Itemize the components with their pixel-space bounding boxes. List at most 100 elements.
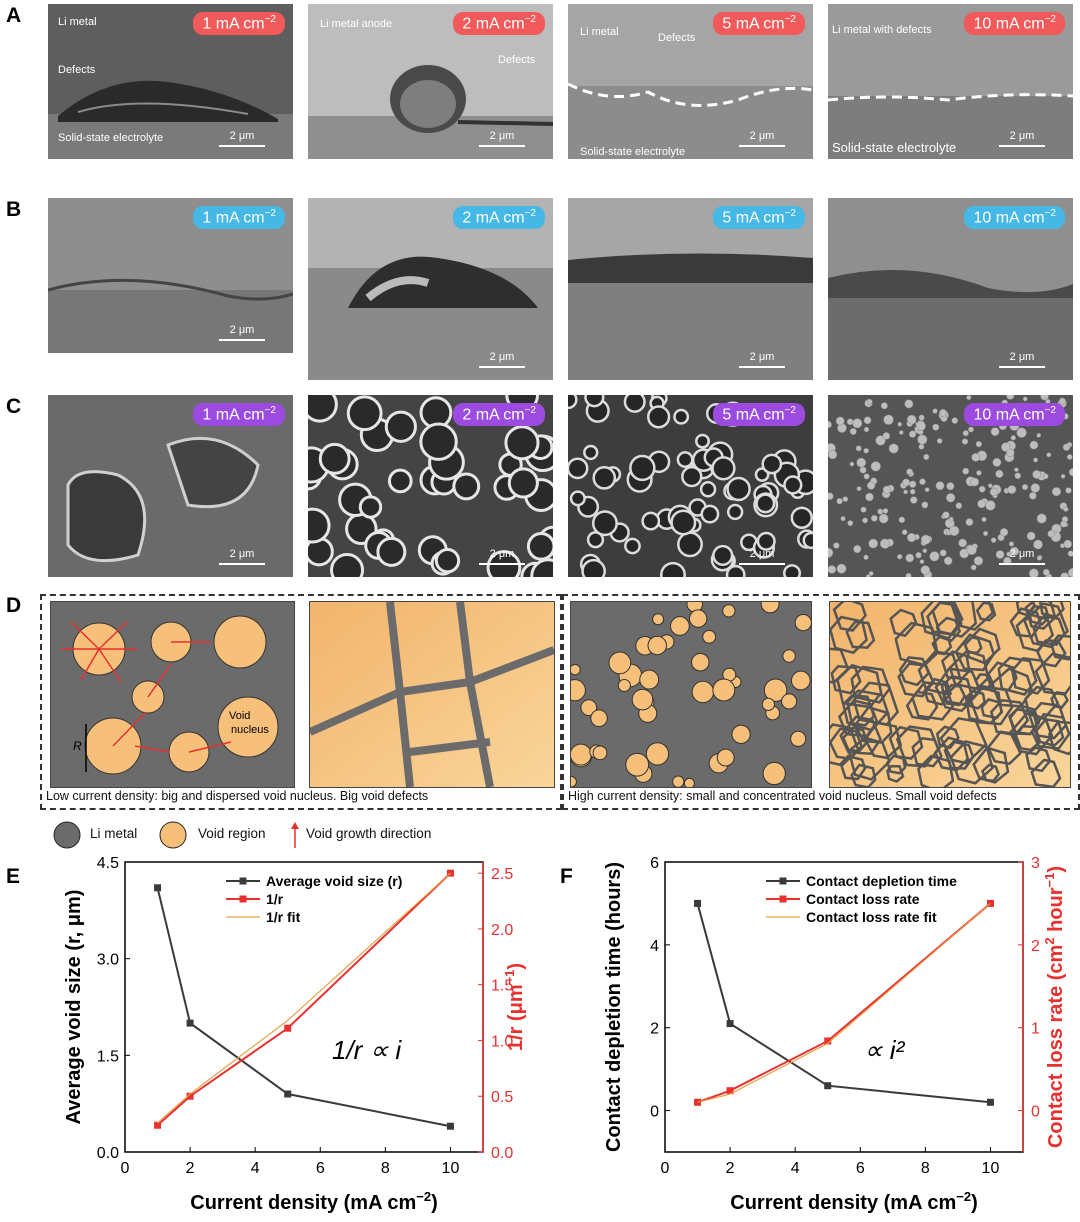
- label-electrolyte: Solid-state electrolyte: [58, 132, 164, 144]
- current-badge: 1 mA cm−2: [193, 12, 285, 36]
- f-yr-tick-label: 0: [1031, 1104, 1040, 1121]
- li-metal-swatch: [53, 821, 81, 849]
- current-badge: 2 mA cm−2: [453, 206, 545, 230]
- sem-a3: Li metal Defects Solid-state electrolyte…: [568, 4, 813, 159]
- label-defects: Defects: [58, 64, 96, 76]
- e-legend-label: 1/r: [266, 891, 284, 907]
- f-yr-tick-label: 1: [1031, 1021, 1040, 1038]
- chart-e: 0 2 4 6 8 10 0.0 1.5 3.0 4.5 0.0 0.5 1.0 1.5 2.0 2.5 Cur…: [0, 845, 540, 1222]
- f-legend-label: Contact loss rate fit: [806, 909, 937, 925]
- sem-c3: 5 mA cm−2 2 μm: [568, 395, 813, 577]
- f-point: [726, 1087, 734, 1095]
- e-point: [284, 1090, 292, 1098]
- f-x-axis-label: Current density (mA cm−2): [730, 1189, 977, 1214]
- label-li-metal: Li metal: [580, 26, 619, 38]
- e-x-axis-label: Current density (mA cm−2): [190, 1189, 437, 1214]
- f-point: [694, 899, 702, 907]
- low-density-void-diagram: [309, 601, 555, 788]
- scale-bar: 2 μm: [219, 130, 265, 147]
- e-yr-tick-label: 1.0: [491, 1033, 513, 1050]
- scale-bar: 2 μm: [219, 324, 265, 341]
- current-badge: 5 mA cm−2: [713, 206, 805, 230]
- e-point: [154, 884, 162, 892]
- label-defects: Defects: [498, 54, 536, 66]
- e-x-tick-label: 4: [251, 1160, 260, 1177]
- e-yr-tick-label: 2.5: [491, 866, 513, 883]
- panel-label-a: A: [6, 4, 22, 27]
- void-nucleus-label-1: Void: [229, 710, 251, 722]
- e-yr-tick-label: 0.5: [491, 1089, 513, 1106]
- f-x-tick-label: 4: [791, 1160, 800, 1177]
- label-defects: Defects: [658, 32, 696, 44]
- f-point: [824, 1082, 832, 1090]
- e-legend-label: Average void size (r): [266, 873, 402, 889]
- e-x-tick-label: 10: [442, 1160, 460, 1177]
- sem-c4: 10 mA cm−2 2 μm: [828, 395, 1073, 577]
- f-series-line-2: [697, 902, 991, 1103]
- e-yr-tick-label: 1.5: [491, 978, 513, 995]
- label-electrolyte: Solid-state electrolyte: [832, 140, 957, 155]
- e-point: [446, 1122, 454, 1130]
- sem-a2: Li metal anode Defects 2 mA cm−2 2 μm: [308, 4, 553, 159]
- scale-bar: 2 μm: [999, 548, 1045, 565]
- e-annotation: 1/r ∝ i: [332, 1035, 402, 1065]
- current-badge: 2 mA cm−2: [453, 403, 545, 427]
- f-series-line-1: [697, 902, 992, 1104]
- sem-b2: 2 mA cm−2 2 μm: [308, 198, 553, 380]
- sem-c1: 1 mA cm−2 2 μm: [48, 395, 293, 577]
- current-badge: 1 mA cm−2: [193, 403, 285, 427]
- current-badge: 10 mA cm−2: [964, 403, 1065, 427]
- sem-b4: 10 mA cm−2 2 μm: [828, 198, 1073, 380]
- scale-bar: 2 μm: [739, 351, 785, 368]
- e-series-line-1: [156, 872, 452, 1126]
- sem-b1: 1 mA cm−2 2 μm: [48, 198, 293, 353]
- sem-a4: Li metal with defects Solid-state electr…: [828, 4, 1073, 159]
- sem-b3: 5 mA cm−2 2 μm: [568, 198, 813, 380]
- arrow-up-icon: [291, 822, 299, 848]
- low-density-caption: Low current density: big and dispersed v…: [46, 789, 429, 803]
- f-point: [986, 899, 994, 907]
- e-y-left-label: Average void size (r, μm): [63, 890, 85, 1125]
- f-yl-tick-label: 4: [650, 938, 659, 955]
- e-x-tick-label: 6: [316, 1160, 325, 1177]
- panel-label-b: B: [6, 198, 22, 221]
- current-badge: 5 mA cm−2: [713, 403, 805, 427]
- f-legend-label: Contact loss rate: [806, 891, 920, 907]
- legend-void-region: Void region: [198, 826, 266, 841]
- void-nucleus-label-2: nucleus: [231, 724, 269, 736]
- sem-c2: 2 mA cm−2 2 μm: [308, 395, 553, 577]
- f-x-tick-label: 8: [921, 1160, 930, 1177]
- current-badge: 5 mA cm−2: [713, 12, 805, 36]
- e-point: [284, 1024, 292, 1032]
- f-x-tick-label: 0: [661, 1160, 670, 1177]
- f-y-left-label: Contact depletion time (hours): [603, 862, 625, 1152]
- e-yr-tick-label: 0.0: [491, 1145, 513, 1162]
- panel-label-e: E: [6, 865, 21, 888]
- legend-li-metal: Li metal: [90, 826, 138, 841]
- high-density-void-diagram: [829, 601, 1071, 788]
- label-li-metal: Li metal: [58, 16, 97, 28]
- f-x-tick-label: 2: [726, 1160, 735, 1177]
- f-point: [726, 1020, 734, 1028]
- scale-bar: 2 μm: [739, 130, 785, 147]
- label-electrolyte: Solid-state electrolyte: [580, 146, 686, 158]
- scale-bar: 2 μm: [999, 130, 1045, 147]
- f-yl-tick-label: 2: [650, 1021, 659, 1038]
- f-x-tick-label: 10: [982, 1160, 1000, 1177]
- f-yr-tick-label: 3: [1031, 855, 1040, 872]
- current-badge: 10 mA cm−2: [964, 206, 1065, 230]
- panel-label-c: C: [6, 395, 22, 418]
- high-density-nucleus-diagram: [570, 601, 812, 788]
- label-li-metal-anode: Li metal anode: [320, 18, 393, 30]
- f-point: [824, 1037, 832, 1045]
- scale-bar: 2 μm: [739, 548, 785, 565]
- f-legend-label: Contact depletion time: [806, 873, 957, 889]
- scale-bar: 2 μm: [479, 548, 525, 565]
- current-badge: 1 mA cm−2: [193, 206, 285, 230]
- panel-label-d: D: [6, 594, 22, 617]
- panel-label-f: F: [560, 865, 573, 888]
- low-density-box: [40, 594, 562, 810]
- e-point: [154, 1121, 162, 1129]
- e-legend-marker: [239, 877, 247, 885]
- scale-bar: 2 μm: [479, 130, 525, 147]
